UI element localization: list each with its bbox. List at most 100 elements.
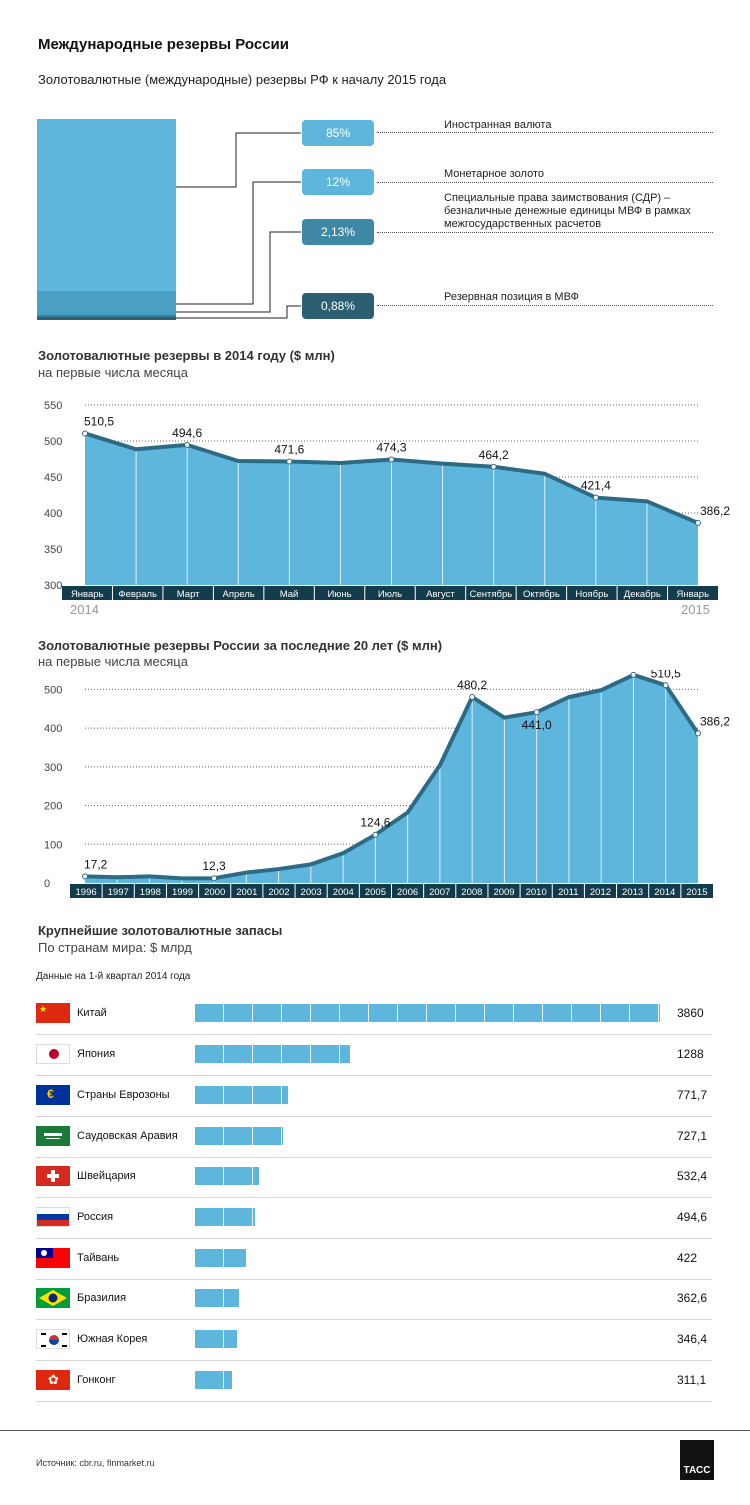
chart-2014-xtick-label: Январь: [71, 589, 104, 600]
country-bar: [195, 1249, 246, 1267]
chart-2014-data-label: 421,4: [581, 479, 611, 493]
row-separator: [36, 1157, 712, 1158]
label-rule-sdr: [377, 232, 713, 233]
row-separator: [36, 1116, 712, 1117]
chart-2014-ytick-label: 350: [44, 544, 62, 556]
chart-20y-xtick-label: 2010: [526, 887, 547, 898]
chart-20y-data-label: 386,2: [700, 714, 730, 728]
chart-20y-point: [662, 682, 669, 689]
swiss-flag: [36, 1166, 70, 1186]
chart-20y-xtick-label: 2011: [558, 887, 578, 898]
pct-pill-gold: 12%: [302, 169, 374, 195]
label-gold: Монетарное золото: [444, 168, 544, 180]
country-value: 532,4: [677, 1169, 708, 1183]
page-title: Международные резервы России: [38, 36, 289, 53]
chart-2014-data-label: 471,6: [274, 442, 304, 456]
chart-2014-xtick-label: Декабрь: [624, 589, 661, 600]
taiwan-flag: [36, 1248, 70, 1268]
china-flag: ★: [36, 1003, 70, 1023]
chart-2014-data-label: 464,2: [479, 448, 509, 462]
structure-connectors: [176, 132, 301, 319]
chart-2014-xtick-label: Сентябрь: [470, 589, 513, 600]
chart-2014-axis-bar: [62, 586, 718, 600]
chart-20y-xtick-label: 1999: [172, 887, 193, 898]
tass-logo: ТАСС: [680, 1440, 714, 1480]
chart-2014-xtick-label: Июнь: [327, 589, 351, 600]
row-separator: [36, 1401, 712, 1402]
structure-column-imf: [37, 317, 176, 320]
country-bar: [195, 1004, 660, 1022]
label-rule-currency: [377, 132, 713, 133]
footer-rule: [0, 1430, 750, 1431]
chart-20y-xtick-label: 1997: [108, 887, 129, 898]
country-value: 771,7: [677, 1088, 708, 1102]
country-bar: [195, 1371, 233, 1389]
korea-flag: [36, 1329, 70, 1349]
chart-2014-ytick-label: 450: [44, 472, 62, 484]
country-name: Китай: [77, 1007, 107, 1019]
chart-20y-xtick-label: 2008: [461, 887, 482, 898]
chart-2014-xtick-label: Октябрь: [523, 589, 560, 600]
chart-20y-point: [533, 709, 540, 716]
row-separator: [36, 1238, 712, 1239]
structure-column-sdr: [37, 315, 176, 317]
chart-20y-point: [695, 730, 701, 737]
countries-title: Крупнейшие золотовалютные запасы: [38, 923, 283, 938]
pct-pill-imf: 0,88%: [302, 293, 374, 319]
chart-2014-xtick-label: Февраль: [118, 589, 157, 600]
country-value: 362,6: [677, 1291, 708, 1305]
chart-2014-point: [592, 494, 599, 501]
country-bar: [195, 1086, 288, 1104]
chart-20y-point: [469, 694, 476, 701]
label-rule-imf: [377, 305, 713, 306]
chart-2014-ytick-label: 300: [44, 580, 62, 592]
row-separator: [36, 1075, 712, 1076]
row-separator: [36, 1360, 712, 1361]
chart-20y-data-label: 124,6: [360, 816, 390, 830]
country-name: Южная Корея: [77, 1333, 148, 1345]
chart-2014: 300 350 400 450 500 550 510,5 494,6 471,6 474,3 46…: [44, 400, 730, 600]
chart-2014-data-label: 386,2: [700, 504, 730, 518]
row-separator: [36, 1319, 712, 1320]
country-name: Швейцария: [77, 1170, 136, 1182]
chart-20y-data-label: 12,3: [202, 859, 226, 873]
chart-2014-data-label: 510,5: [84, 414, 114, 428]
chart-20y-title: Золотовалютные резервы России за последн…: [38, 638, 443, 653]
chart-20y-xtick-label: 2003: [301, 887, 322, 898]
eu-flag: €: [36, 1085, 70, 1105]
chart-20y-series-line: [84, 672, 700, 881]
chart-20y-xtick-label: 2000: [204, 887, 225, 898]
label-sdr: Специальные права заимствования (СДР) – …: [444, 192, 691, 230]
country-bar: [195, 1289, 239, 1307]
chart-20y-data-label: 510,5: [651, 670, 681, 680]
pct-pill-currency: 85%: [302, 120, 374, 146]
saudi-flag: [36, 1126, 70, 1146]
chart-2014-subtitle: на первые числа месяца: [38, 365, 188, 380]
country-value: 346,4: [677, 1332, 708, 1346]
chart-20y-xtick-label: 1996: [76, 887, 97, 898]
row-separator: [36, 1197, 712, 1198]
country-value: 311,1: [677, 1373, 707, 1387]
chart-2014-point: [184, 441, 191, 448]
russia-flag: [36, 1207, 70, 1227]
country-name: Бразилия: [77, 1292, 127, 1304]
reserves-structure: 85% 12% 2,13% 0,88% Иностранная валюта М…: [37, 119, 737, 329]
chart-2014-xtick-label: Март: [177, 589, 200, 600]
country-name: Тайвань: [77, 1252, 120, 1264]
chart-20y-point: [82, 873, 88, 880]
chart-2014-xtick-label: Январь: [676, 589, 709, 600]
chart-20y-ytick-label: 500: [44, 684, 62, 696]
country-value: 422: [677, 1251, 698, 1265]
chart-20y-data-label: 480,2: [457, 678, 487, 692]
chart-20y-ytick-label: 0: [44, 878, 50, 890]
chart-20y-xtick-label: 2014: [654, 887, 675, 898]
chart-20y-point: [630, 671, 637, 678]
chart-2014-xtick-label: Май: [280, 589, 299, 600]
chart-20y-ytick-label: 200: [44, 801, 62, 813]
chart-2014-xtick-label: Ноябрь: [575, 589, 608, 600]
country-bar: [195, 1127, 283, 1145]
row-separator: [36, 1279, 712, 1280]
country-value: 3860: [677, 1006, 704, 1020]
country-name: Россия: [77, 1211, 114, 1223]
chart-20y-xtick-label: 2004: [333, 887, 354, 898]
